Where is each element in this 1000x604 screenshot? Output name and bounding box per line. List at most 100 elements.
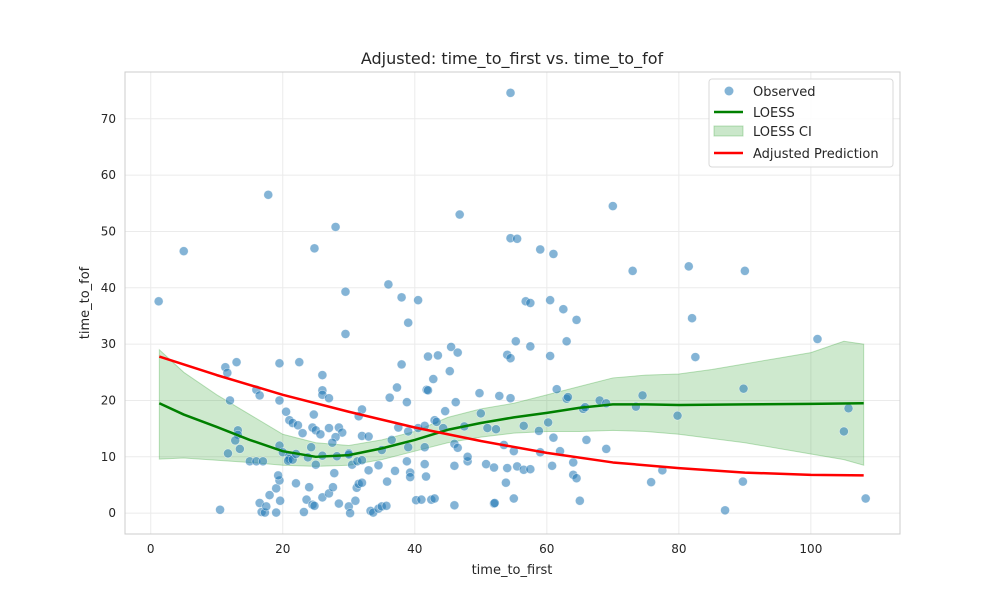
observed-point xyxy=(494,391,505,401)
observed-point xyxy=(258,456,268,467)
observed-point xyxy=(627,266,638,276)
observed-point xyxy=(543,417,553,428)
y-tick-label: 0 xyxy=(108,506,116,520)
observed-point xyxy=(271,507,281,518)
observed-point xyxy=(690,352,701,362)
adjusted-prediction-line xyxy=(158,355,864,477)
observed-point xyxy=(672,410,683,421)
legend-ci-label: LOESS CI xyxy=(753,125,812,140)
y-tick-label: 10 xyxy=(101,450,116,464)
observed-point xyxy=(525,341,536,352)
observed-point xyxy=(261,501,272,512)
observed-point xyxy=(230,435,241,446)
observed-point xyxy=(315,429,326,440)
observed-point xyxy=(419,442,430,453)
observed-point xyxy=(384,392,395,403)
observed-point xyxy=(274,358,285,369)
legend-observed-marker xyxy=(724,86,734,96)
x-tick-label: 20 xyxy=(275,542,290,556)
y-tick-label: 30 xyxy=(101,337,116,351)
observed-point xyxy=(452,347,463,358)
observed-point xyxy=(476,408,486,419)
observed-point xyxy=(403,442,413,453)
observed-point xyxy=(481,459,491,469)
observed-point xyxy=(215,504,225,515)
observed-point xyxy=(489,462,499,473)
observed-point xyxy=(329,468,340,478)
observed-point xyxy=(225,395,235,406)
legend-observed-label: Observed xyxy=(753,85,816,100)
observed-point xyxy=(740,266,750,276)
observed-point xyxy=(328,482,338,493)
observed-point xyxy=(545,295,555,305)
observed-point xyxy=(440,406,450,416)
legend-adjusted-label: Adjusted Prediction xyxy=(753,147,879,162)
observed-point xyxy=(720,505,730,516)
x-tick-label: 100 xyxy=(799,542,822,556)
observed-point xyxy=(462,452,473,462)
observed-point xyxy=(334,498,344,509)
observed-point xyxy=(501,477,511,488)
y-tick-label: 70 xyxy=(101,112,116,126)
observed-point xyxy=(293,420,303,431)
observed-point xyxy=(231,357,242,367)
observed-point xyxy=(382,476,392,487)
observed-point xyxy=(505,88,516,98)
observed-point xyxy=(563,392,573,402)
observed-point xyxy=(505,393,516,404)
observed-point xyxy=(324,393,334,404)
legend-loess-label: LOESS xyxy=(753,106,795,121)
observed-point xyxy=(502,463,513,473)
observed-point xyxy=(299,507,309,517)
observed-point xyxy=(446,342,456,352)
observed-point xyxy=(416,494,427,505)
observed-point xyxy=(558,304,569,314)
observed-point xyxy=(324,423,334,433)
observed-point xyxy=(568,457,579,468)
observed-point xyxy=(274,395,285,406)
observed-point xyxy=(454,209,465,220)
observed-point xyxy=(738,476,748,487)
observed-point xyxy=(310,459,321,470)
observed-point xyxy=(575,495,585,506)
observed-point xyxy=(421,471,431,482)
observed-point xyxy=(491,424,501,435)
y-tick-label: 20 xyxy=(101,393,116,407)
observed-point xyxy=(505,353,516,364)
x-tick-label: 80 xyxy=(671,542,686,556)
observed-point xyxy=(581,435,592,445)
observed-point xyxy=(405,472,415,482)
observed-point xyxy=(449,500,460,511)
observed-point xyxy=(264,490,275,500)
observed-point xyxy=(518,421,529,431)
observed-point xyxy=(843,403,854,414)
observed-point xyxy=(363,431,374,442)
series xyxy=(153,88,871,518)
observed-point xyxy=(402,456,412,467)
observed-point xyxy=(433,350,443,361)
observed-point xyxy=(687,313,697,324)
observed-point xyxy=(423,385,433,396)
observed-point xyxy=(812,334,823,344)
observed-point xyxy=(839,426,849,437)
observed-point xyxy=(547,461,557,471)
observed-point xyxy=(402,397,412,407)
observed-point xyxy=(444,366,455,376)
observed-point xyxy=(474,388,485,398)
observed-point xyxy=(340,329,351,339)
observed-point xyxy=(535,244,546,255)
observed-point xyxy=(386,435,397,445)
x-axis-label: time_to_first xyxy=(472,563,553,578)
observed-point xyxy=(429,493,440,504)
observed-point xyxy=(396,292,407,303)
observed-point xyxy=(373,460,384,471)
observed-point xyxy=(363,465,374,476)
observed-point xyxy=(392,382,402,393)
observed-point xyxy=(357,455,367,465)
observed-point xyxy=(509,493,519,504)
observed-point xyxy=(860,493,871,504)
observed-point xyxy=(561,336,572,347)
observed-point xyxy=(534,426,544,436)
x-tick-label: 60 xyxy=(539,542,554,556)
